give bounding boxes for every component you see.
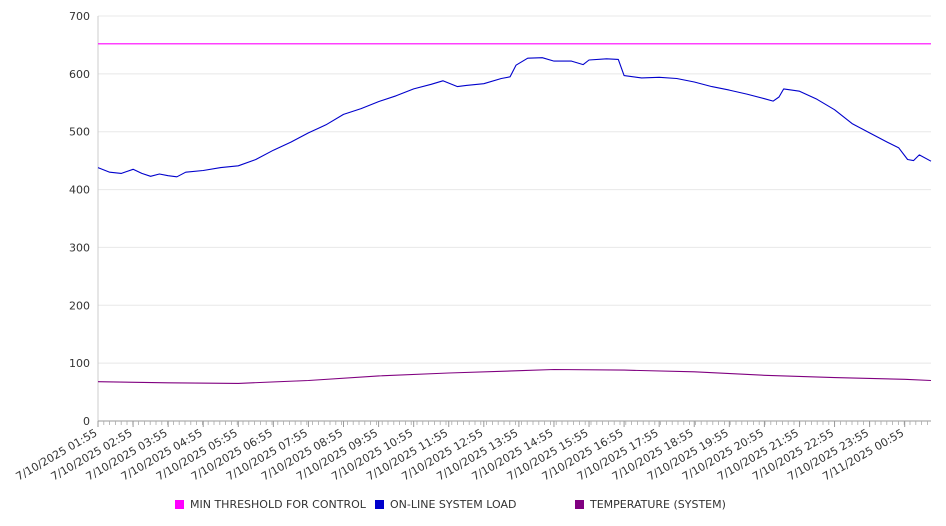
y-tick-label: 200	[69, 299, 90, 312]
y-tick-label: 500	[69, 126, 90, 139]
legend-item-temperature[interactable]: TEMPERATURE (SYSTEM)	[575, 498, 726, 511]
series-line-temperature	[97, 368, 932, 384]
legend-item-threshold[interactable]: MIN THRESHOLD FOR CONTROL	[175, 498, 366, 511]
series-line-system-load	[97, 57, 932, 178]
legend-swatch-threshold	[175, 500, 184, 509]
legend-item-system-load[interactable]: ON-LINE SYSTEM LOAD	[375, 498, 516, 511]
y-tick-label: 0	[83, 415, 90, 428]
chart-legend: MIN THRESHOLD FOR CONTROL ON-LINE SYSTEM…	[0, 498, 946, 514]
y-tick-label: 600	[69, 68, 90, 81]
y-tick-label: 700	[69, 10, 90, 23]
y-tick-label: 100	[69, 357, 90, 370]
legend-swatch-temperature	[575, 500, 584, 509]
legend-label-temperature: TEMPERATURE (SYSTEM)	[590, 498, 726, 511]
y-tick-label: 400	[69, 184, 90, 197]
y-tick-label: 300	[69, 241, 90, 254]
legend-label-system-load: ON-LINE SYSTEM LOAD	[390, 498, 517, 511]
legend-label-threshold: MIN THRESHOLD FOR CONTROL	[190, 498, 366, 511]
legend-swatch-system-load	[375, 500, 384, 509]
